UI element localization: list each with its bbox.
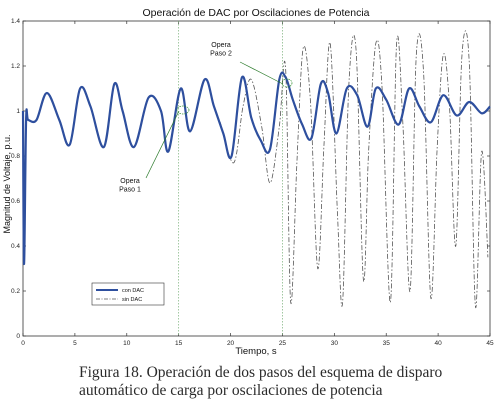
y-tick-label: 0.2 <box>11 288 20 295</box>
y-tick-label: 1 <box>16 108 20 115</box>
series-line-con-dac <box>21 71 491 266</box>
x-tick-label: 0 <box>21 340 25 347</box>
y-tick-label: 1.4 <box>11 18 20 25</box>
x-tick-label: 35 <box>383 340 391 347</box>
annotation-opera-paso-2: Opera Paso 2 <box>210 42 293 88</box>
legend-label: sin DAC <box>122 297 142 303</box>
annotation-text: Paso 1 <box>119 187 141 194</box>
annotation-marker <box>176 105 190 115</box>
legend-label: con DAC <box>122 288 144 294</box>
annotation-text: Opera <box>120 178 140 185</box>
legend-box <box>91 282 165 306</box>
x-tick-label: 45 <box>486 340 494 347</box>
legend: con DAC sin DAC <box>91 282 165 306</box>
x-axis-label: Tiempo, s <box>235 346 277 357</box>
caption-line-2: automático de carga por oscilaciones de … <box>79 382 383 399</box>
x-tick-label: 20 <box>227 340 235 347</box>
annotation-marker <box>281 78 293 88</box>
annotation-text: Opera <box>211 42 231 49</box>
y-tick-label: 0.8 <box>11 153 20 160</box>
caption-line-1: Figura 18. Operación de dos pasos del es… <box>79 364 443 381</box>
annotation-arrow <box>239 61 284 85</box>
figure-caption: Figura 18. Operación de dos pasos del es… <box>79 364 489 400</box>
annotation-arrow <box>145 110 180 179</box>
chart-title: Operación de DAC por Oscilaciones de Pot… <box>142 7 369 19</box>
x-tick-label: 5 <box>73 340 77 347</box>
series-line-sin-dac <box>219 30 489 308</box>
x-tick-label: 25 <box>279 340 287 347</box>
annotation-text: Paso 2 <box>210 51 232 58</box>
x-tick-label: 40 <box>434 340 442 347</box>
y-tick-label: 0 <box>16 333 20 340</box>
y-tick-label: 0.4 <box>11 243 20 250</box>
annotation-opera-paso-1: Opera Paso 1 <box>119 105 190 194</box>
x-tick-label: 15 <box>175 340 183 347</box>
y-axis-label: Magnitud de Voltaje, p.u. <box>2 134 12 233</box>
y-tick-label: 1.2 <box>11 63 20 70</box>
y-tick-label: 0.6 <box>11 198 20 205</box>
x-tick-label: 10 <box>123 340 131 347</box>
x-tick-label: 30 <box>331 340 339 347</box>
